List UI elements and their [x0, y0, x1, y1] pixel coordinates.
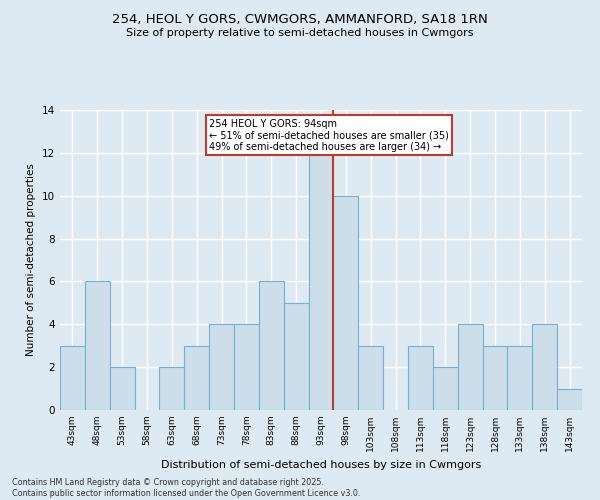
Bar [532, 324, 557, 410]
Bar [508, 346, 532, 410]
Bar [234, 324, 259, 410]
Text: 254, HEOL Y GORS, CWMGORS, AMMANFORD, SA18 1RN: 254, HEOL Y GORS, CWMGORS, AMMANFORD, SA… [112, 12, 488, 26]
Bar [557, 388, 582, 410]
Bar [284, 303, 308, 410]
Bar [458, 324, 482, 410]
Bar [60, 346, 85, 410]
Text: Contains HM Land Registry data © Crown copyright and database right 2025.
Contai: Contains HM Land Registry data © Crown c… [12, 478, 361, 498]
Bar [259, 282, 284, 410]
Bar [334, 196, 358, 410]
Y-axis label: Number of semi-detached properties: Number of semi-detached properties [26, 164, 37, 356]
Bar [408, 346, 433, 410]
X-axis label: Distribution of semi-detached houses by size in Cwmgors: Distribution of semi-detached houses by … [161, 460, 481, 469]
Bar [85, 282, 110, 410]
Bar [184, 346, 209, 410]
Text: Size of property relative to semi-detached houses in Cwmgors: Size of property relative to semi-detach… [126, 28, 474, 38]
Bar [110, 367, 134, 410]
Bar [482, 346, 508, 410]
Bar [308, 153, 334, 410]
Bar [160, 367, 184, 410]
Bar [433, 367, 458, 410]
Bar [209, 324, 234, 410]
Text: 254 HEOL Y GORS: 94sqm
← 51% of semi-detached houses are smaller (35)
49% of sem: 254 HEOL Y GORS: 94sqm ← 51% of semi-det… [209, 118, 449, 152]
Bar [358, 346, 383, 410]
